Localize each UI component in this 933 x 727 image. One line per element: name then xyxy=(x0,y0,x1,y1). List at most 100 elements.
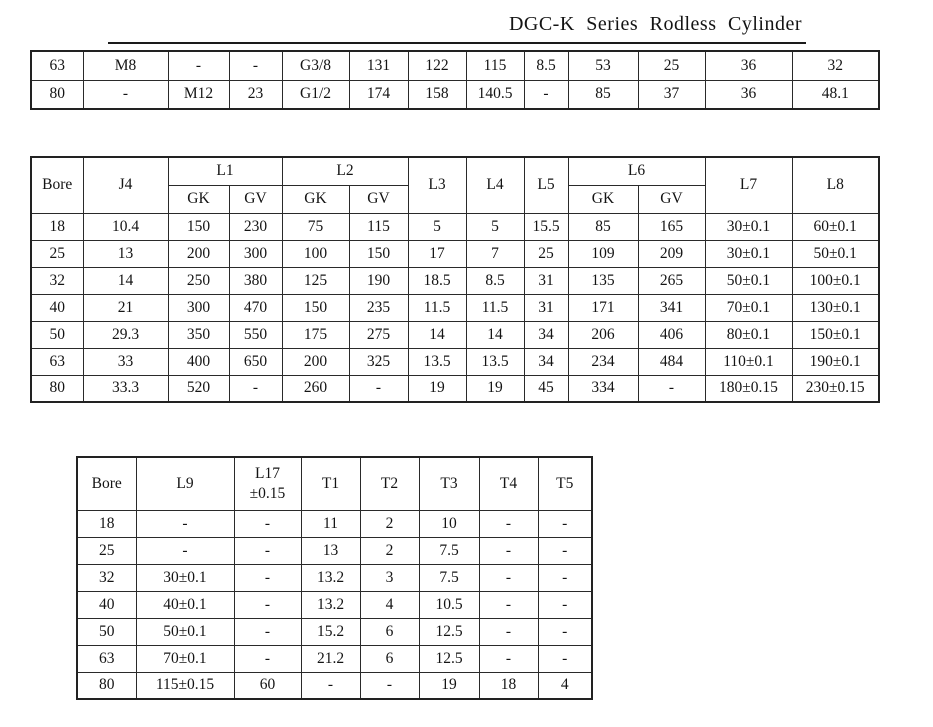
table-cell: 32 xyxy=(791,50,880,81)
col-header-l8: L8 xyxy=(791,156,880,214)
table-cell: 21 xyxy=(82,293,169,322)
col-header-j4: J4 xyxy=(82,156,169,214)
table-cell: 48.1 xyxy=(791,79,880,110)
col-header-l17: L17 ±0.15 xyxy=(233,456,302,511)
table-cell: M8 xyxy=(82,50,169,81)
table-cell: 520 xyxy=(167,374,230,403)
table-row: 50 50±0.1-15.2 6 12.5- - xyxy=(76,617,593,646)
table-cell: - xyxy=(348,374,409,403)
table-cell: 6 xyxy=(359,644,420,673)
table-cell: 230 xyxy=(228,212,283,241)
title-underline xyxy=(108,42,806,44)
table-cell: G1/2 xyxy=(281,79,350,110)
table-cell: 200 xyxy=(167,239,230,268)
col-header-t4: T4 xyxy=(478,456,539,511)
table-cell: 50±0.1 xyxy=(791,239,880,268)
table-cell: - xyxy=(478,617,539,646)
table-cell: 250 xyxy=(167,266,230,295)
col-header-l1-gv: GV xyxy=(228,184,283,214)
table-cell: 100±0.1 xyxy=(791,266,880,295)
table-cell: 341 xyxy=(637,293,706,322)
table-cell: 115 xyxy=(348,212,409,241)
table-cell: 265 xyxy=(637,266,706,295)
col-header-l3: L3 xyxy=(407,156,467,214)
col-header-t5: T5 xyxy=(537,456,593,511)
table-cell: 115±0.15 xyxy=(135,671,235,700)
table-cell: - xyxy=(233,590,302,619)
table-cell: - xyxy=(233,644,302,673)
table-cell: 350 xyxy=(167,320,230,349)
table-cell: - xyxy=(478,563,539,592)
col-header-l2-gk: GK xyxy=(281,184,350,214)
table-cell: 130±0.1 xyxy=(791,293,880,322)
table-cell: 37 xyxy=(637,79,706,110)
table-cell: 150 xyxy=(167,212,230,241)
table-cell: 10 xyxy=(418,509,480,538)
table-cell: 75 xyxy=(281,212,350,241)
table-cell: 63 xyxy=(76,644,137,673)
table-cell: 110±0.1 xyxy=(704,347,793,376)
table-cell: 50 xyxy=(76,617,137,646)
table-cell: 13.5 xyxy=(407,347,467,376)
col-header-l1-gk: GK xyxy=(167,184,230,214)
table-cell: 135 xyxy=(567,266,639,295)
table-cell: 15.2 xyxy=(300,617,361,646)
table-cell: 209 xyxy=(637,239,706,268)
table-cell: 33 xyxy=(82,347,169,376)
table-cell: 158 xyxy=(407,79,467,110)
table-cell: 34 xyxy=(523,320,569,349)
page-title: DGC-K Series Rodless Cylinder xyxy=(508,13,802,35)
table-cell: 63 xyxy=(30,347,84,376)
table-cell: 484 xyxy=(637,347,706,376)
table-cell: - xyxy=(478,590,539,619)
top-table: 63 M8- - G3/8 131 122 115 8.5 53 25 36 32 80- M12 23 G1… xyxy=(30,50,880,110)
table-cell: 150 xyxy=(348,239,409,268)
table-cell: 325 xyxy=(348,347,409,376)
table-cell: 70±0.1 xyxy=(135,644,235,673)
table-cell: 14 xyxy=(465,320,525,349)
table-cell: - xyxy=(135,536,235,565)
table-cell: 11.5 xyxy=(407,293,467,322)
table-cell: 13.2 xyxy=(300,590,361,619)
table-cell: 260 xyxy=(281,374,350,403)
table-cell: - xyxy=(228,374,283,403)
table-cell: 650 xyxy=(228,347,283,376)
table-cell: 175 xyxy=(281,320,350,349)
table-cell: 131 xyxy=(348,50,409,81)
table-cell: 29.3 xyxy=(82,320,169,349)
table-row: GK GV GK GV GK GV xyxy=(31,184,879,214)
table-cell: 150±0.1 xyxy=(791,320,880,349)
table-row: 63 M8- - G3/8 131 122 115 8.5 53 25 36 32 xyxy=(30,50,880,81)
table-cell: - xyxy=(637,374,706,403)
table-row: 18- -11 2 10- - xyxy=(76,509,593,538)
table-cell: 32 xyxy=(76,563,137,592)
table-cell: 13.2 xyxy=(300,563,361,592)
table-cell: - xyxy=(228,50,283,81)
col-header-l5: L5 xyxy=(523,156,569,214)
table-cell: 40 xyxy=(30,293,84,322)
table-cell: 19 xyxy=(418,671,480,700)
table-cell: - xyxy=(537,563,593,592)
table-cell: 25 xyxy=(76,536,137,565)
table-cell: 80 xyxy=(30,79,84,110)
table-cell: - xyxy=(537,590,593,619)
table-cell: 18.5 xyxy=(407,266,467,295)
table-cell: 10.5 xyxy=(418,590,480,619)
table-cell: 17 xyxy=(407,239,467,268)
table-row: 40 40±0.1-13.2 4 10.5- - xyxy=(76,590,593,619)
table-cell: 30±0.1 xyxy=(704,239,793,268)
table-cell: 171 xyxy=(567,293,639,322)
table-cell: - xyxy=(523,79,569,110)
col-header-t3: T3 xyxy=(418,456,480,511)
dims-table-body: 18 10.4 150 230 75 115 5 5 15.5 85 165 30±0.1 60±0.1… xyxy=(30,212,880,403)
table-cell: - xyxy=(233,509,302,538)
table-cell: - xyxy=(167,50,230,81)
table-cell: 174 xyxy=(348,79,409,110)
table-cell: 80 xyxy=(30,374,84,403)
col-header-l1: L1 xyxy=(167,156,283,186)
table-cell: 45 xyxy=(523,374,569,403)
table-cell: 150 xyxy=(281,293,350,322)
dims-table-header: Bore J4 L1 L2 L3 L4 L5 L6 L7 L8 GK GV GK… xyxy=(30,156,880,214)
table-cell: 18 xyxy=(76,509,137,538)
